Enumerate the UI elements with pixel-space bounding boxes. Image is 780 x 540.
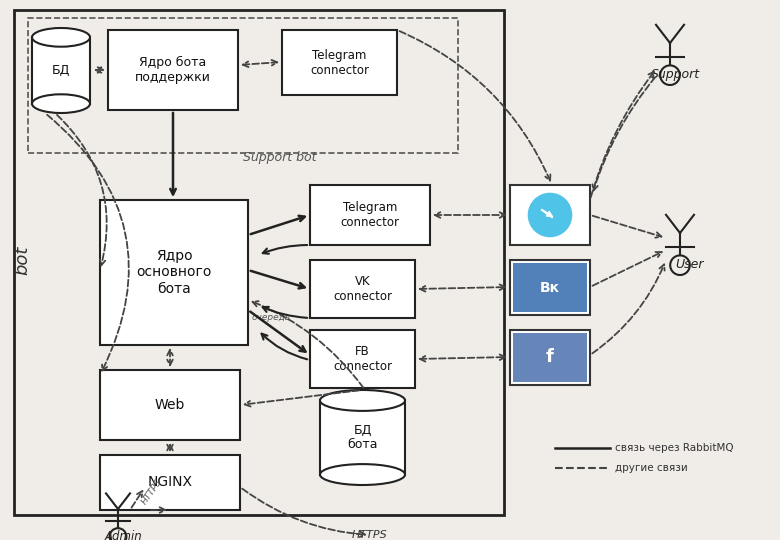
Bar [32,37,90,104]
Ellipse shape [320,464,405,485]
Text: f: f [546,348,554,367]
Ellipse shape [32,28,90,46]
Text: другие связи: другие связи [615,463,688,473]
Text: VK
connector: VK connector [333,275,392,303]
Text: Ядро бота
поддержки: Ядро бота поддержки [135,56,211,84]
Text: БД: БД [51,64,70,77]
Text: HTTPS: HTTPS [140,477,164,507]
Bar [513,263,587,312]
Bar [510,260,590,315]
Text: Admin: Admin [104,530,142,540]
Text: Web: Web [154,398,185,412]
Bar [513,333,587,382]
Bar [510,330,590,385]
Text: bot: bot [13,245,31,275]
Bar [310,260,415,318]
Bar [510,185,590,245]
Bar [100,370,240,440]
Text: БД
бота: БД бота [347,423,378,451]
Bar [14,10,504,515]
Ellipse shape [32,94,90,113]
Text: User: User [675,258,704,271]
Text: Telegram
connector: Telegram connector [341,201,399,229]
Bar [282,30,397,95]
Bar [310,330,415,388]
Ellipse shape [320,390,405,411]
Bar [100,455,240,510]
Text: связь через RabbitMQ: связь через RabbitMQ [615,443,734,453]
Text: Support bot: Support bot [243,151,317,164]
Text: Вк: Вк [540,280,560,294]
Text: NGINX: NGINX [147,476,193,489]
Text: Telegram
connector: Telegram connector [310,49,369,77]
Circle shape [528,193,572,237]
Text: FB
connector: FB connector [333,345,392,373]
Text: Support: Support [651,68,700,81]
Text: Ядро
основного
бота: Ядро основного бота [136,249,211,296]
Text: очередь: очередь [252,314,291,322]
Bar [100,200,248,345]
Text: HTTPS: HTTPS [352,530,388,540]
Bar [310,185,430,245]
Bar [320,401,405,475]
Bar [108,30,238,110]
Bar [28,18,458,153]
